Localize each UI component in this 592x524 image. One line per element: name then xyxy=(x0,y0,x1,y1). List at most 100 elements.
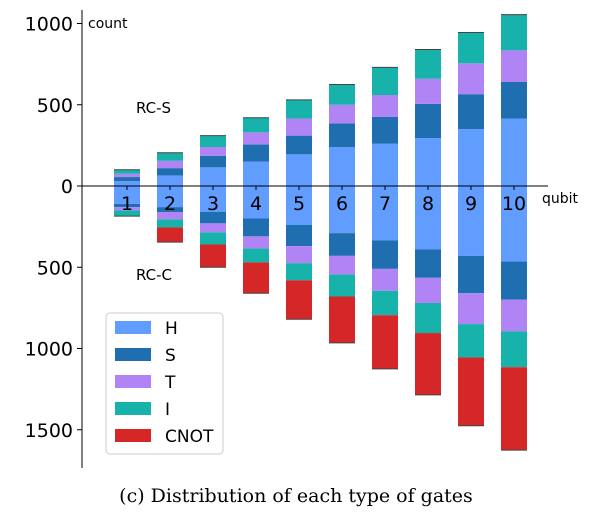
annotation-rc-s: RC-S xyxy=(136,99,171,117)
legend-swatch-i xyxy=(115,402,151,415)
legend-label-h: H xyxy=(165,319,178,339)
stacked-bar-chart: 1000 500 0 500 1000 1500 1 2 3 4 5 6 7 8 9 10 count qu… xyxy=(25,10,579,468)
x-tick-label: 7 xyxy=(379,193,391,215)
bar-rcs-i-q10 xyxy=(501,14,527,51)
bar-rcs-s-q1 xyxy=(114,177,140,182)
bar-rcs-s-q3 xyxy=(200,155,226,168)
bar-rcc-cnot-q5 xyxy=(286,280,312,320)
bar-rcc-t-q7 xyxy=(372,268,398,291)
bar-rcc-i-q2 xyxy=(157,219,183,228)
bar-rcc-h-q8 xyxy=(415,186,441,250)
legend-swatch-s xyxy=(115,348,151,361)
y-tick-label: 1000 xyxy=(25,14,73,36)
bar-rcs-i-q5 xyxy=(286,99,312,119)
bar-rcs-h-q6 xyxy=(329,147,355,186)
bar-rcs-s-q4 xyxy=(243,144,269,162)
bar-rcc-i-q8 xyxy=(415,303,441,334)
bar-rcc-h-q9 xyxy=(458,186,484,256)
x-tick-label: 1 xyxy=(121,193,133,215)
x-category-labels: 1 2 3 4 5 6 7 8 9 10 xyxy=(121,186,526,215)
bar-rcs-s-q9 xyxy=(458,94,484,130)
bar-rcc-t-q6 xyxy=(329,255,355,275)
x-tick-label: 9 xyxy=(465,193,477,215)
bar-rcs-h-q1 xyxy=(114,181,140,186)
bar-rcc-h-q5 xyxy=(286,186,312,225)
x-tick-label: 10 xyxy=(502,193,526,215)
annotation-rc-c: RC-C xyxy=(136,266,172,284)
bar-rcs-t-q3 xyxy=(200,147,226,156)
y-axis-label: count xyxy=(88,16,128,32)
bar-rcc-t-q1 xyxy=(114,207,140,211)
legend-label-t: T xyxy=(164,373,176,393)
bars-group xyxy=(114,14,527,451)
bar-rcc-cnot-q2 xyxy=(157,227,183,243)
x-tick-label: 4 xyxy=(250,193,262,215)
bar-rcs-h-q8 xyxy=(415,138,441,186)
y-tick-label: 1500 xyxy=(25,420,73,442)
bar-rcc-cnot-q9 xyxy=(458,357,484,426)
bar-rcc-s-q10 xyxy=(501,261,527,300)
bar-rcc-h-q2 xyxy=(157,186,183,208)
bar-rcs-h-q10 xyxy=(501,118,527,186)
bar-rcs-i-q6 xyxy=(329,84,355,105)
bar-rcs-i-q8 xyxy=(415,49,441,79)
bar-rcs-t-q8 xyxy=(415,78,441,104)
bar-rcs-i-q1 xyxy=(114,169,140,174)
bar-rcc-cnot-q3 xyxy=(200,244,226,268)
bar-rcc-t-q4 xyxy=(243,236,269,249)
x-tick-label: 6 xyxy=(336,193,348,215)
bar-rcc-i-q9 xyxy=(458,324,484,358)
bar-rcc-h-q6 xyxy=(329,186,355,234)
bar-rcs-i-q2 xyxy=(157,152,183,161)
x-tick-label: 2 xyxy=(164,193,176,215)
x-tick-label: 8 xyxy=(422,193,434,215)
y-tick-label: 500 xyxy=(37,257,73,279)
bar-rcc-h-q10 xyxy=(501,186,527,262)
bar-rcc-i-q6 xyxy=(329,274,355,297)
bar-rcc-t-q10 xyxy=(501,299,527,332)
x-axis-label: qubit xyxy=(542,191,579,207)
bar-rcs-i-q7 xyxy=(372,67,398,95)
bar-rcs-t-q5 xyxy=(286,118,312,136)
bar-rcc-cnot-q7 xyxy=(372,315,398,369)
bar-rcs-h-q7 xyxy=(372,143,398,186)
bar-rcc-h-q4 xyxy=(243,186,269,219)
bar-rcc-h-q1 xyxy=(114,186,140,204)
bar-rcs-h-q4 xyxy=(243,161,269,186)
bar-rcs-h-q5 xyxy=(286,154,312,186)
figure-caption: (c) Distribution of each type of gates xyxy=(119,485,473,507)
bar-rcc-cnot-q10 xyxy=(501,367,527,451)
bar-rcs-i-q4 xyxy=(243,117,269,133)
bar-rcs-s-q2 xyxy=(157,168,183,176)
bar-rcs-t-q4 xyxy=(243,132,269,145)
bar-rcs-s-q6 xyxy=(329,123,355,147)
bar-rcc-cnot-q6 xyxy=(329,296,355,343)
bar-rcc-t-q9 xyxy=(458,293,484,325)
bar-rcs-t-q1 xyxy=(114,173,140,178)
y-tick-label: 500 xyxy=(37,95,73,117)
y-ticks-group: 1000 500 0 500 1000 1500 xyxy=(25,14,82,442)
legend-swatch-t xyxy=(115,375,151,388)
bar-rcc-h-q3 xyxy=(200,186,226,212)
bar-rcs-h-q3 xyxy=(200,167,226,186)
bar-rcc-s-q6 xyxy=(329,233,355,256)
bar-rcs-s-q5 xyxy=(286,135,312,155)
legend-label-cnot: CNOT xyxy=(165,427,214,447)
bar-rcs-t-q10 xyxy=(501,50,527,82)
bar-rcc-cnot-q8 xyxy=(415,333,441,395)
bar-rcc-t-q5 xyxy=(286,246,312,264)
bar-rcc-s-q7 xyxy=(372,240,398,269)
bar-rcc-s-q4 xyxy=(243,218,269,237)
bar-rcc-s-q1 xyxy=(114,203,140,208)
bar-rcs-t-q2 xyxy=(157,160,183,169)
x-tick-label: 5 xyxy=(293,193,305,215)
bar-rcc-s-q3 xyxy=(200,212,226,224)
bar-rcs-t-q6 xyxy=(329,104,355,124)
bar-rcs-h-q9 xyxy=(458,129,484,186)
bar-rcs-i-q9 xyxy=(458,32,484,64)
bar-rcs-t-q9 xyxy=(458,63,484,95)
bar-rcc-s-q8 xyxy=(415,249,441,278)
bar-rcs-i-q3 xyxy=(200,135,226,147)
bar-rcc-i-q5 xyxy=(286,263,312,281)
bar-rcc-i-q10 xyxy=(501,331,527,368)
